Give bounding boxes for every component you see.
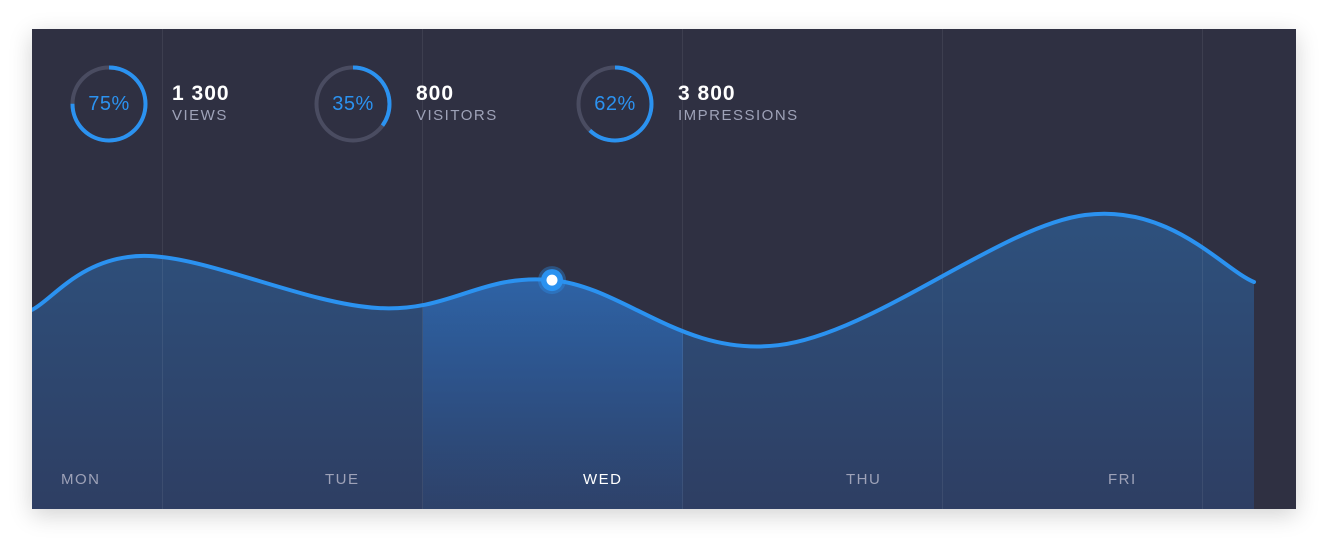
stat-value: 800 (416, 82, 455, 105)
stat-views: 75% 1 300 VIEWS (70, 65, 230, 143)
ring-progress (314, 65, 392, 143)
progress-ring-visitors: 35% (314, 65, 392, 143)
area-chart (32, 29, 1256, 509)
stat-visitors: 35% 800 VISITORS (314, 65, 498, 143)
day-label-fri[interactable]: FRI (1108, 471, 1137, 488)
series-line (32, 211, 1256, 349)
day-label-wed[interactable]: WED (583, 471, 623, 488)
day-label-tue[interactable]: TUE (325, 471, 360, 488)
stat-value: 3 800 (678, 82, 736, 105)
day-label-thu[interactable]: THU (846, 471, 882, 488)
ring-progress (576, 65, 654, 143)
percent-label: 62% (594, 93, 636, 115)
highlight-point[interactable] (546, 274, 558, 286)
stat-label: VISITORS (416, 107, 498, 124)
progress-ring-impressions: 62% (576, 65, 654, 143)
selected-column-highlight (423, 279, 683, 509)
ring-progress (70, 65, 148, 143)
stat-label: IMPRESSIONS (678, 107, 799, 124)
stat-impressions: 62% 3 800 IMPRESSIONS (576, 65, 799, 143)
percent-label: 75% (88, 93, 130, 115)
percent-label: 35% (332, 93, 374, 115)
stat-label: VIEWS (172, 107, 228, 124)
progress-ring-views: 75% (70, 65, 148, 143)
day-label-mon[interactable]: MON (61, 471, 101, 488)
stat-value: 1 300 (172, 82, 230, 105)
analytics-card: 75% 1 300 VIEWS 35% 800 VISITORS 62% 3 8… (32, 29, 1296, 509)
